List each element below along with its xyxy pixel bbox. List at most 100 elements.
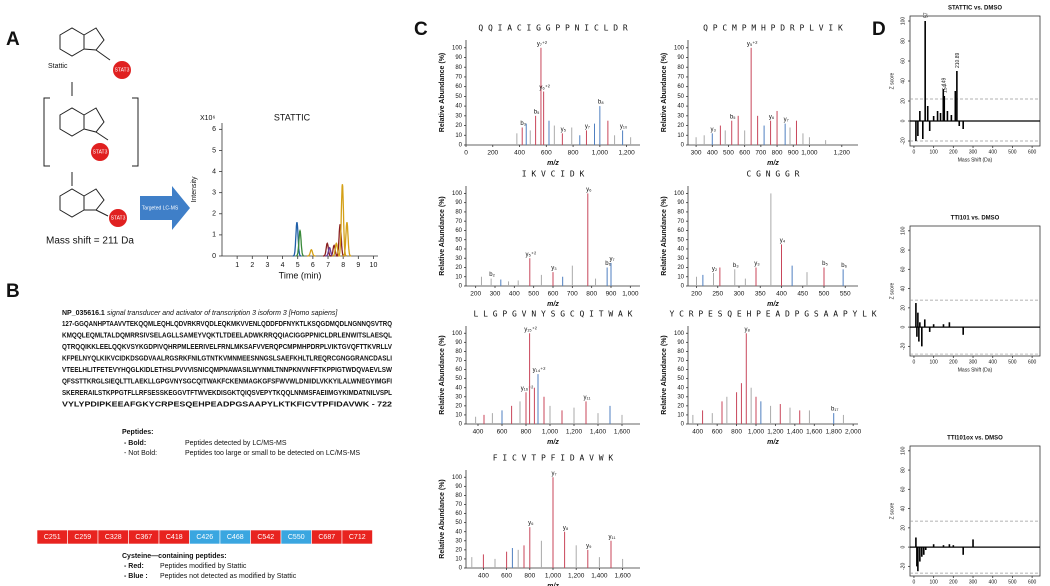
x-tick-label: 3 [265, 262, 269, 269]
y-axis-title: Relative Abundance (%) [661, 335, 668, 414]
y-tick-label: 20 [455, 123, 462, 129]
workflow-arrow [140, 186, 190, 230]
protein-icon [109, 209, 127, 227]
bar [919, 547, 921, 562]
y-tick-label: 80 [900, 247, 906, 253]
y-tick-label: 0 [681, 422, 685, 428]
bar [962, 327, 964, 335]
x-axis-title: m/z [547, 439, 559, 446]
plot-title: TTI101ox vs. DMSO [947, 436, 1003, 442]
y-tick-label: 1 [212, 232, 216, 239]
legend-key: - Bold: [124, 440, 146, 447]
bracket [43, 97, 139, 167]
bar [915, 121, 917, 141]
x-tick-label: 800 [521, 429, 532, 436]
sequence-line: VTEELHLITFETEVYHQGLKIDLETHSLPVVVISNICQMP… [62, 367, 392, 374]
bar [916, 547, 918, 567]
bar [923, 319, 926, 328]
x-tick-label: 900 [788, 150, 799, 157]
x-tick-label: 1,000 [748, 429, 765, 436]
x-tick-label: 1 [235, 262, 239, 269]
x-tick-label: 400 [707, 150, 718, 157]
x-tick-label: 6 [311, 262, 315, 269]
y-tick-label: -20 [900, 563, 906, 570]
y-tick-label: 30 [455, 394, 462, 400]
y-tick-label: 20 [455, 547, 462, 553]
y-tick-label: 30 [677, 256, 684, 262]
x-tick-label: 900 [606, 291, 617, 298]
y-tick-label: 70 [455, 219, 462, 225]
x-tick-label: 500 [1008, 359, 1017, 365]
molecule-3 [59, 188, 109, 218]
peak [342, 222, 352, 257]
y-tick-label: 30 [677, 394, 684, 400]
y-tick-label: 0 [681, 284, 685, 290]
x-axis-title: Mass Shift (Da) [958, 157, 993, 163]
bar [962, 547, 964, 555]
y-axis-title: Relative Abundance (%) [661, 196, 668, 275]
legend-text: Peptides modified by Stattic [160, 563, 247, 570]
y-tick-label: 2 [212, 211, 216, 218]
y-tick-label: 60 [900, 58, 906, 64]
y-tick-label: 50 [455, 94, 462, 100]
peak-label: y₂ [712, 267, 718, 273]
bar [936, 111, 939, 121]
bar [942, 545, 945, 548]
sequence-line: KMQQLEQMLTALDQMRRSIVSELAGLLSAMEYVQKTLTDE… [62, 332, 393, 339]
x-tick-label: 200 [487, 150, 498, 157]
y-tick-label: 0 [459, 422, 463, 428]
y-tick-label: 10 [455, 413, 462, 419]
spectrum-title: Q Q I A C I G G P P N I C L D R [478, 24, 627, 33]
x-tick-label: 600 [1028, 149, 1037, 155]
y-tick-label: 0 [212, 253, 216, 260]
bar [922, 547, 925, 555]
x-tick-label: 400 [776, 291, 787, 298]
accession: NP_035616.1 [62, 310, 105, 317]
x-tick-label: 100 [929, 359, 938, 365]
x-tick-label: 1,000 [545, 573, 562, 580]
y-axis-title: Relative Abundance (%) [439, 196, 446, 275]
y-tick-label: 20 [900, 525, 906, 531]
cysteine-box [341, 529, 373, 545]
cysteine-label: C712 [349, 534, 366, 541]
plot-title: TTI101 vs. DMSO [951, 216, 1000, 222]
y-axis-title: Z score [889, 72, 895, 89]
legend-heading: Cysteine—containing peptides: [122, 553, 227, 560]
x-tick-label: 300 [490, 291, 501, 298]
cysteine-label: C542 [257, 534, 274, 541]
y-tick-label: 80 [677, 210, 684, 216]
y-tick-label: 70 [677, 219, 684, 225]
x-tick-label: 10 [370, 262, 378, 269]
arrow-label: Targeted LC-MS [142, 205, 179, 211]
y-tick-label: 100 [674, 45, 685, 51]
cysteine-label: C687 [318, 534, 335, 541]
bar [924, 547, 927, 550]
molecule-1 [59, 27, 111, 61]
x-tick-label: 800 [586, 291, 597, 298]
x-tick-label: 1,400 [787, 429, 804, 436]
sequence-line: QFSSTTKRGLSIEQLTTLAEKLLGPGVNYSGCQITWAKFC… [62, 378, 392, 385]
y-axis-title: Z score [889, 502, 895, 519]
bar [932, 544, 935, 548]
x-tick-label: 2 [250, 262, 254, 269]
bar [917, 312, 919, 328]
peak-label: y₆ [528, 521, 534, 527]
y-tick-label: 100 [452, 191, 463, 197]
x-axis-title: Time (min) [279, 270, 322, 280]
bar [928, 121, 931, 131]
y-tick-label: 50 [677, 237, 684, 243]
y-tick-label: 70 [677, 75, 684, 81]
y-tick-label: 0 [900, 119, 906, 122]
x-tick-label: 800 [731, 429, 742, 436]
protein-label: STAT3 [93, 149, 108, 155]
y-tick-label: 90 [677, 55, 684, 61]
x-axis-title: m/z [767, 301, 779, 308]
spectrum-title: F I C V T P F I D A V W K [493, 454, 614, 463]
y-tick-label: 10 [677, 413, 684, 419]
bar [962, 121, 964, 129]
chart-title: STATTIC [274, 112, 311, 122]
x-tick-label: 600 [1028, 579, 1037, 585]
y-tick-label: 60 [900, 486, 906, 492]
y-tick-label: 20 [900, 98, 906, 104]
